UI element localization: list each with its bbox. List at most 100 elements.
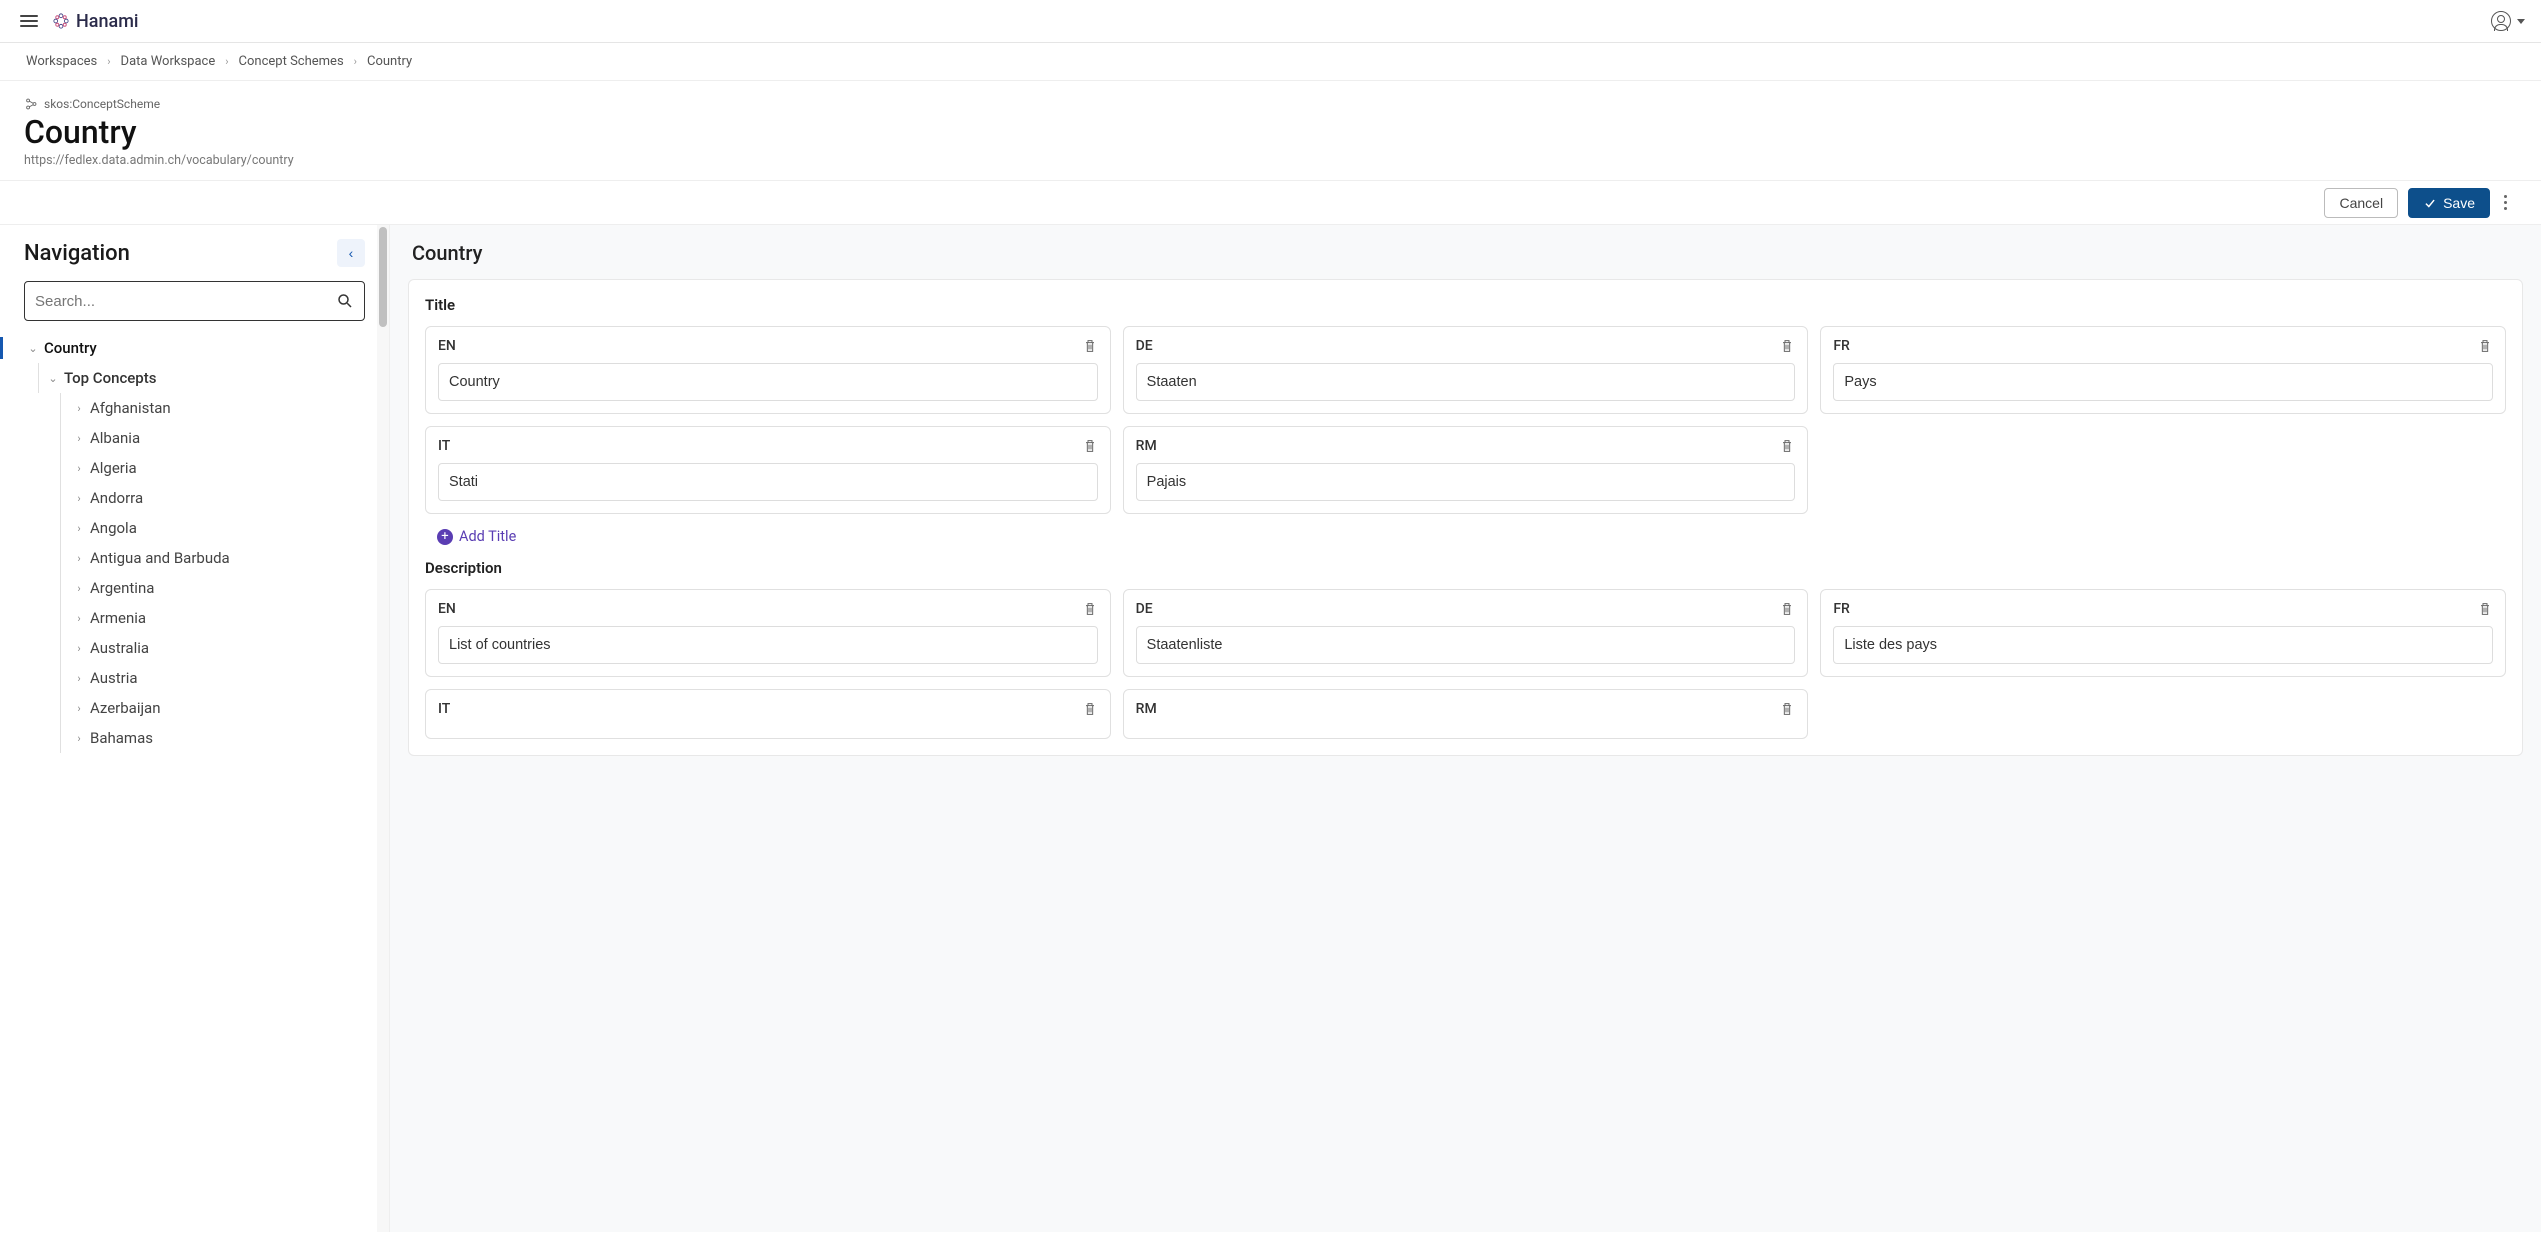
crumb-data-workspace[interactable]: Data Workspace [121,54,216,69]
tree-country-label: Australia [90,639,149,657]
chevron-right-icon: › [354,55,357,68]
tree-country-label: Austria [90,669,138,687]
lang-field: IT [425,689,1111,739]
more-actions-button[interactable] [2500,189,2511,216]
delete-icon[interactable] [2477,337,2493,355]
tree-country-item[interactable]: ›Andorra [24,483,365,513]
lang-value-input[interactable] [1136,626,1796,664]
lang-value-input[interactable] [1833,626,2493,664]
delete-icon[interactable] [1082,437,1098,455]
tree-country-item[interactable]: ›Austria [24,663,365,693]
type-label: skos:ConceptScheme [44,97,160,111]
chevron-right-icon: › [72,582,86,595]
navigation-panel: Navigation ‹ ⌄ Country ⌄ Top Concepts ›A… [0,225,390,1232]
lang-field: DE [1123,589,1809,677]
crumb-current: Country [367,54,412,69]
topbar-right [2491,11,2525,31]
chevron-right-icon: › [72,462,86,475]
chevron-right-icon: › [107,55,110,68]
tree-country-item[interactable]: ›Armenia [24,603,365,633]
tree-country-item[interactable]: › Azerbaijan [24,693,365,723]
tree-country-item[interactable]: ›Algeria [24,453,365,483]
content-card: Title ENDEFR ITRM + Add Title Descriptio… [408,279,2523,756]
tree-country-label: Bahamas [90,729,153,747]
lang-code: EN [438,601,456,617]
lang-value-input[interactable] [438,626,1098,664]
lang-field: EN [425,326,1111,414]
lang-value-input[interactable] [1136,363,1796,401]
tree-root[interactable]: ⌄ Country [24,333,365,363]
delete-icon[interactable] [1779,337,1795,355]
add-title-button[interactable]: + Add Title [437,528,2506,545]
breadcrumb: Workspaces › Data Workspace › Concept Sc… [0,43,2541,81]
lang-value-input[interactable] [438,463,1098,501]
app-logo[interactable]: Hanami [52,11,138,32]
delete-icon[interactable] [1082,337,1098,355]
tree-country-item[interactable]: ›Bahamas [24,723,365,753]
tree-country-label: Afghanistan [90,399,171,417]
tree-top-concepts[interactable]: ⌄ Top Concepts [24,363,365,393]
tree-country-item[interactable]: ›Argentina [24,573,365,603]
crumb-workspaces[interactable]: Workspaces [26,54,97,69]
lang-field: EN [425,589,1111,677]
collapse-nav-button[interactable]: ‹ [337,239,365,267]
search-input[interactable] [35,293,336,310]
lang-code: DE [1136,338,1153,354]
lang-code: RM [1136,438,1157,454]
lang-value-input[interactable] [1833,363,2493,401]
user-account-icon[interactable] [2491,11,2511,31]
delete-icon[interactable] [1779,437,1795,455]
nav-scrollbar[interactable] [377,225,389,1232]
lang-code: RM [1136,701,1157,717]
lang-field: IT [425,426,1111,514]
tree-country-label: Antigua and Barbuda [90,549,230,567]
lang-field: DE [1123,326,1809,414]
lang-code: IT [438,438,450,454]
lang-code: FR [1833,338,1850,354]
save-button[interactable]: Save [2408,188,2490,218]
logo-icon [52,12,70,30]
lang-value-input[interactable] [1136,463,1796,501]
app-name: Hanami [76,11,138,32]
lang-field: RM [1123,426,1809,514]
search-icon [336,292,354,310]
tree-country-item[interactable]: ›Angola [24,513,365,543]
content-heading: Country [412,241,2523,265]
navigation-title: Navigation [24,241,130,266]
chevron-down-icon: ⌄ [46,372,60,385]
chevron-down-icon: ⌄ [26,342,40,355]
lang-code: IT [438,701,450,717]
chevron-right-icon: › [72,642,86,655]
tree-top-concepts-label: Top Concepts [64,369,156,387]
tree-country-item[interactable]: › Australia [24,633,365,663]
page-url: https://fedlex.data.admin.ch/vocabulary/… [24,153,2517,168]
chevron-right-icon: › [72,432,86,445]
delete-icon[interactable] [2477,600,2493,618]
crumb-concept-schemes[interactable]: Concept Schemes [239,54,344,69]
topbar: Hanami [0,0,2541,43]
delete-icon[interactable] [1082,600,1098,618]
cancel-button[interactable]: Cancel [2324,188,2398,218]
lang-field: FR [1820,326,2506,414]
lang-code: FR [1833,601,1850,617]
save-label: Save [2443,195,2475,211]
user-menu-dropdown[interactable] [2517,19,2525,24]
search-box[interactable] [24,281,365,321]
menu-button[interactable] [16,11,42,31]
check-icon [2423,196,2437,210]
type-badge: skos:ConceptScheme [24,89,2517,113]
concept-scheme-icon [24,97,38,111]
lang-value-input[interactable] [438,363,1098,401]
tree-country-item[interactable]: ›Albania [24,423,365,453]
chevron-right-icon: › [225,55,228,68]
tree-country-label: Angola [90,519,137,537]
chevron-right-icon: › [72,702,86,715]
delete-icon[interactable] [1082,700,1098,718]
tree-country-item[interactable]: ›Antigua and Barbuda [24,543,365,573]
lang-field: FR [1820,589,2506,677]
tree-country-label: Azerbaijan [90,699,161,717]
description-section-label: Description [425,559,2506,577]
delete-icon[interactable] [1779,600,1795,618]
delete-icon[interactable] [1779,700,1795,718]
tree-country-item[interactable]: ›Afghanistan [24,393,365,423]
